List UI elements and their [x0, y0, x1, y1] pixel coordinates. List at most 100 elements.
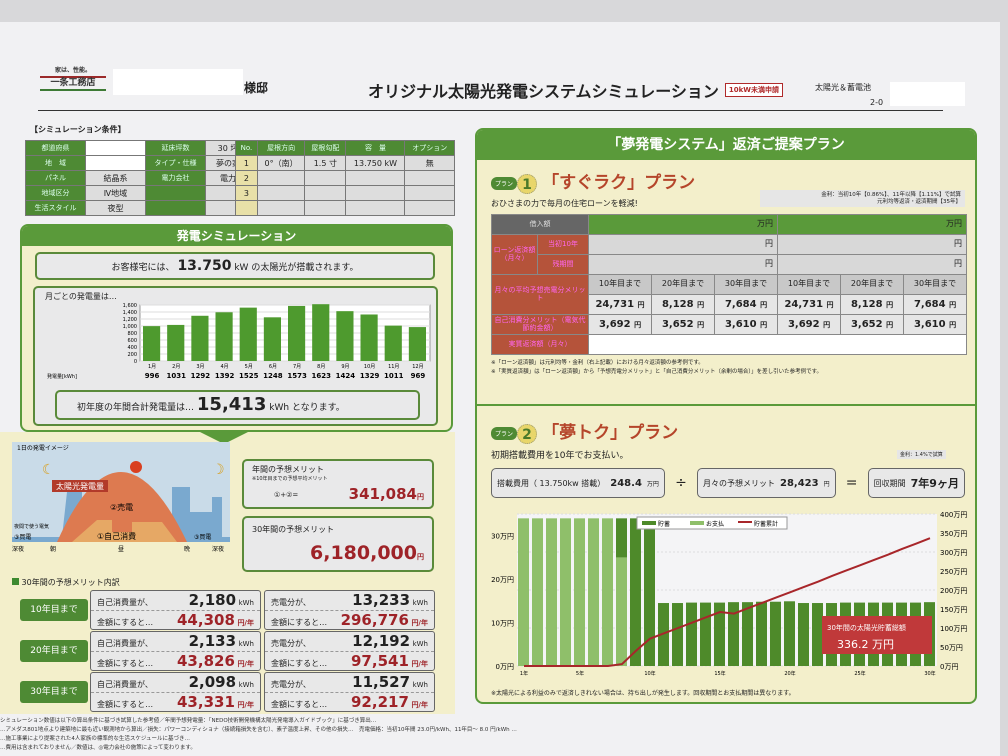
capacity-box: お客様宅には、 13.750 kW の太陽光が搭載されます。 — [35, 252, 435, 280]
cost-label: 搭載費用（ 13.750kw 搭載） — [497, 478, 606, 488]
day-title: 1日の発電イメージ — [17, 444, 69, 452]
period-label: 20年目まで — [20, 640, 88, 662]
cost-value: 248.4 — [610, 477, 642, 489]
annotation-value: 336.2 万円 — [837, 638, 894, 651]
payback-value: 7年9ヶ月 — [910, 477, 959, 490]
right-tick-label: 350万円 — [940, 530, 967, 538]
savings-bar — [672, 603, 683, 666]
annual-pre: 初年度の年間合計発電量は… — [77, 403, 195, 413]
annual-box: 初年度の年間合計発電量は… 15,413 kWh となります。 — [55, 390, 420, 420]
payment-bar — [532, 518, 543, 666]
data-label: 969 — [411, 372, 426, 380]
bar-12月 — [408, 327, 426, 361]
monthly-merit-box: 月々の予想メリット 28,423 円 — [696, 468, 836, 498]
roof-row: 1 0°（南） 1.5 寸 13.750 kW 無 — [235, 155, 455, 171]
loan-rest-row: 残期間円円 — [492, 254, 967, 275]
square-bullet-icon — [12, 578, 19, 585]
sun-icon — [130, 461, 142, 473]
roof-table: No. 屋根方向 屋根勾配容 量オプション 1 0°（南） 1.5 寸 13.750 kW 無… — [235, 140, 455, 216]
roof-header-row: No. 屋根方向 屋根勾配容 量オプション — [235, 140, 455, 156]
equals-sign: = — [845, 475, 858, 491]
plan-panel-title: 「夢発電システム」返済ご提案プラン — [477, 130, 975, 160]
savings-bar — [700, 602, 711, 666]
bar-3月 — [191, 315, 209, 361]
plan1-notes: ※「ローン返済額」は元利均等・金利（右上記載）における月々返済額の参考例です。 ※… — [491, 360, 823, 375]
bar-7月 — [288, 305, 306, 361]
x-tick-label: 8月 — [317, 364, 325, 370]
payment-bar — [588, 518, 599, 666]
plan-number-badge: 2 — [517, 423, 538, 444]
y-tick-label: 1,600 — [123, 303, 137, 309]
monthly-merit-value: 28,423 — [779, 477, 819, 489]
night-use-label: 夜間で使う電気 — [14, 523, 49, 530]
annual-merit-value: 341,084 — [348, 485, 417, 503]
capacity-post: の太陽光が搭載されます。 — [251, 263, 359, 273]
data-label: 996 — [145, 372, 160, 380]
plan1-heading: プラン 1 「すぐラク」プラン — [491, 168, 695, 194]
arrow-down-icon — [200, 432, 248, 444]
sell-merit-cell: 7,684 円 — [714, 294, 778, 315]
capacity-value: 13.750 — [177, 258, 232, 274]
x-tick-label: 15年 — [714, 670, 725, 677]
monthly-box: 月ごとの発電量は… 0 200 400 600 800 1,000 1,200 1,400 1,… — [33, 286, 438, 426]
annual-unit: kWh — [269, 403, 290, 413]
condition-row: 地 域タイプ・仕様 夢の家 — [25, 155, 251, 171]
savings-bar — [630, 518, 641, 666]
data-label: 1392 — [215, 372, 235, 380]
plan2-rate-note: 金利：1.4%で試算 — [897, 450, 946, 459]
annual-post: となります。 — [291, 403, 345, 413]
document-page: 家は、性能。 一条工務店 様邸 オリジナル太陽光発電システムシミュレーション 1… — [0, 22, 1000, 756]
legend-label: 貯蓄 — [658, 520, 670, 528]
data-label: 1031 — [167, 372, 187, 380]
roof-row — [235, 200, 455, 216]
self-consumption-box: 自己消費量が、 2,180 kWh 金額にすると… 44,308 円/年 — [90, 590, 261, 630]
redacted-name — [113, 69, 243, 95]
plan1-subtitle: おひさまの力で毎月の住宅ローンを軽減! — [491, 199, 638, 208]
data-label: 1329 — [360, 372, 380, 380]
total-merit-value: 6,180,000 — [310, 542, 417, 564]
self-merit-cell: 3,692 円 — [777, 314, 841, 335]
condition-row: パネル 結晶系 電力会社 電力 — [25, 170, 251, 186]
plan1-table-wrap: 借入額 万円 万円 ローン返済額（月々） 当初10年円円残期間円円月々の平均予想売電分メ… — [491, 214, 967, 377]
plan2-subtitle: 初期搭載費用を10年でお支払い。 — [491, 451, 629, 461]
plan1-rate-note: 金利：当初10年【0.86%】、11年以降【1.11%】で試算 元利均等返済・返済… — [760, 190, 965, 208]
plan2-footnote: ※太陽光による利益のみで返済しきれない場合は、持ち出しが発生します。回収期間とお… — [491, 690, 795, 697]
payback-label: 回収期間 — [873, 478, 906, 488]
bar-1月 — [143, 326, 161, 361]
plan-tag: プラン — [491, 427, 518, 440]
plan-tag: プラン — [491, 177, 518, 190]
total-merit-box: 30年間の予想メリット 6,180,000円 — [242, 516, 434, 572]
condition-row: 都道府県 延床坪数 30 坪 — [25, 140, 251, 156]
footer-notes: シミュレーション数値は以下の算出条件に基づき試算した参考値／年間予想発電量：「N… — [0, 718, 517, 751]
annual-merit-label: 年間の予想メリット — [252, 465, 324, 474]
savings-bar — [714, 602, 725, 666]
y-tick-label: 0 — [134, 359, 137, 365]
title-row: オリジナル太陽光発電システムシミュレーション 10kW未満申請 — [368, 78, 784, 102]
savings-bar — [756, 601, 767, 666]
total-merit-label: 30年間の予想メリット — [252, 525, 335, 534]
loan-first-row: ローン返済額（月々） 当初10年円円 — [491, 234, 967, 275]
time-label: 朝 — [50, 545, 56, 553]
cost-unit: 万円 — [646, 480, 659, 488]
data-label: 1248 — [263, 372, 283, 380]
annotation-box — [822, 616, 932, 654]
savings-bar — [812, 603, 823, 666]
x-tick-label: 1月 — [148, 364, 156, 370]
net-row: 実質返済額（月々） — [491, 334, 967, 355]
self-consumption-box: 自己消費量が、 2,133 kWh 金額にすると… 43,826 円/年 — [90, 631, 261, 671]
condition-row: 生活スタイル 夜型 — [25, 200, 251, 216]
savings-bar — [798, 603, 809, 666]
legend-label: 貯蓄累計 — [754, 520, 778, 528]
customer-suffix: 様邸 — [244, 81, 269, 95]
payment-bar — [602, 518, 613, 666]
right-tick-label: 0万円 — [940, 663, 958, 671]
lower-left-area: ☾ ☽ 1日の発電イメージ 太陽光発電量 ②売電 ①自己消費 夜間で使う電気 ③… — [0, 432, 455, 714]
legend — [636, 516, 788, 530]
data-label: 1525 — [239, 372, 259, 380]
bar-2月 — [167, 324, 185, 361]
data-label: 1573 — [287, 372, 307, 380]
redacted-cell — [588, 334, 967, 355]
moon-icon: ☾ — [42, 462, 55, 478]
moon-icon: ☽ — [212, 462, 225, 478]
